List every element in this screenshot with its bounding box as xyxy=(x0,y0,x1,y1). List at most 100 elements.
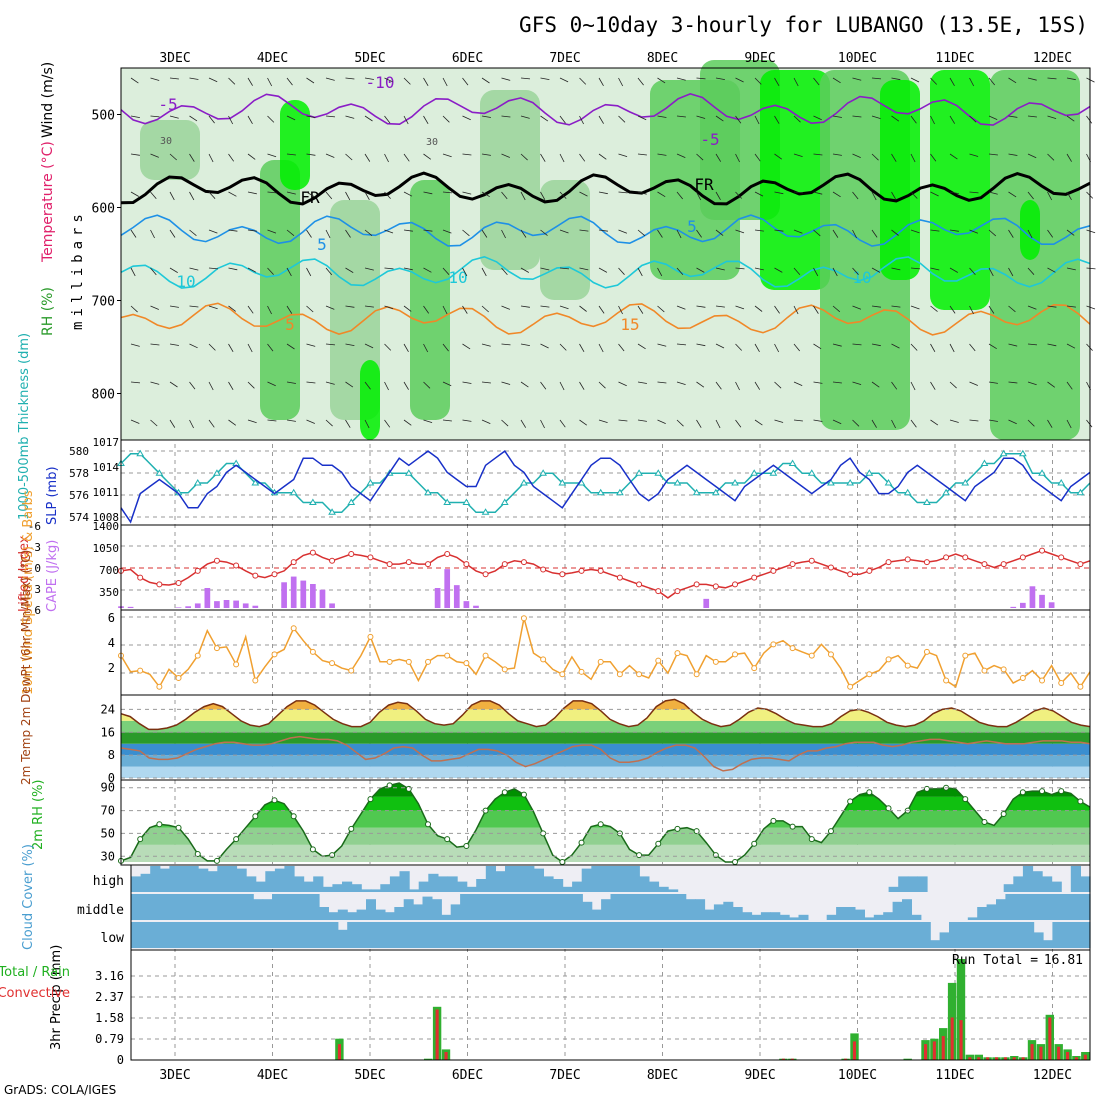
wind-barb xyxy=(910,77,920,83)
convective-bar xyxy=(941,1036,945,1060)
cloud-cell xyxy=(225,922,235,948)
cloud-cell xyxy=(807,922,818,948)
cloud-cell xyxy=(732,907,743,920)
temp2m-label: 2m Temp 2m DewPt (6hr Min/Max) (°C) xyxy=(19,550,33,785)
cloud-cell xyxy=(281,922,292,948)
precip-convective-label: Convective xyxy=(0,986,70,1001)
cloud-cell xyxy=(713,922,724,948)
wind-barb xyxy=(267,77,273,87)
data-point xyxy=(962,554,969,561)
wind-barb xyxy=(462,381,472,384)
wind-barb xyxy=(423,115,429,125)
wind-barb xyxy=(891,153,897,162)
data-point xyxy=(693,828,700,835)
temp-band xyxy=(121,732,1090,744)
cloud-cell xyxy=(497,922,508,948)
wind-barb xyxy=(403,153,410,162)
date-label-top: 6DEC xyxy=(452,51,483,66)
wind-barb xyxy=(1047,153,1055,161)
wind-barb xyxy=(1008,191,1017,198)
cloud-cell xyxy=(196,894,207,920)
data-point xyxy=(289,488,298,496)
rh-moist-patch xyxy=(760,70,830,290)
cape-bar xyxy=(473,605,479,608)
wind-barb xyxy=(1066,343,1076,349)
wind-barb xyxy=(462,343,471,350)
cloud-cell xyxy=(533,868,544,892)
cloud-cell xyxy=(1032,871,1043,892)
wind-barb xyxy=(774,153,783,160)
wind-barb xyxy=(676,77,686,81)
cloud-cell xyxy=(888,886,899,892)
left-tick-label: -3 xyxy=(28,541,41,554)
y-tick-label: 70 xyxy=(101,804,115,818)
convective-bar xyxy=(959,1020,963,1060)
wind-barb xyxy=(325,267,333,276)
data-point xyxy=(348,551,355,557)
contour-label: 15 xyxy=(620,315,639,334)
right-tick-label: 1008 xyxy=(93,511,120,524)
data-point xyxy=(903,488,912,496)
wind-barb xyxy=(403,343,409,352)
date-label-top: 11DEC xyxy=(935,51,974,66)
panel7-labels: Cloud Cover (%) xyxy=(21,844,36,950)
cloud-cell xyxy=(418,881,429,892)
date-label-bottom: 6DEC xyxy=(452,1068,483,1083)
data-point xyxy=(463,843,470,849)
wind-barb xyxy=(462,305,468,314)
rh-moist-patch xyxy=(480,90,540,270)
cloud-cell xyxy=(1061,894,1072,920)
wind-barb xyxy=(852,115,862,118)
wind-barb xyxy=(559,305,569,310)
wind-barb xyxy=(364,419,370,429)
cape-bar xyxy=(214,601,220,608)
wind-barb xyxy=(501,191,508,200)
wind-barb xyxy=(1008,229,1014,238)
cloud-cell xyxy=(732,922,743,948)
cloud-cell xyxy=(413,904,424,920)
data-point xyxy=(425,658,432,665)
wind-barb xyxy=(286,115,296,121)
data-point xyxy=(923,498,931,505)
cloud-cell xyxy=(450,922,461,948)
wind-barb xyxy=(930,381,936,390)
wind-barb xyxy=(247,343,253,353)
wind-barb xyxy=(696,191,702,201)
cloud-cell xyxy=(554,894,565,920)
wind-barb xyxy=(657,419,666,424)
panel4-labels: 10m Wind Speed (m/s) & Barbs xyxy=(21,490,36,695)
data-point xyxy=(999,449,1008,457)
cloud-cell xyxy=(140,922,151,948)
temp-line xyxy=(120,698,1091,731)
wind-barb xyxy=(442,343,449,352)
wind-barb xyxy=(286,77,293,86)
wind-barb xyxy=(637,305,644,314)
wind-barb xyxy=(481,267,487,277)
convective-bar xyxy=(1030,1044,1034,1060)
wind-barb xyxy=(969,305,974,315)
cloud-cell xyxy=(591,866,602,892)
cloud-cell xyxy=(356,922,367,948)
wind-barb xyxy=(871,419,877,428)
wind-barb xyxy=(247,381,255,389)
wind-barb xyxy=(949,153,958,160)
wind-barb xyxy=(247,267,257,273)
wind-barb xyxy=(130,343,140,347)
data-point xyxy=(808,557,815,564)
wind-barb xyxy=(442,115,450,123)
wind-barb xyxy=(910,419,917,428)
wind-barb xyxy=(462,229,470,237)
left-tick-label: -6 xyxy=(28,520,41,533)
wind-barb xyxy=(150,305,159,310)
cloud-cell xyxy=(666,894,677,920)
temp-band xyxy=(121,743,1090,756)
wind-label: Wind (m/s) xyxy=(40,62,56,138)
wind-barb xyxy=(423,77,429,87)
wind-barb xyxy=(715,77,725,80)
wind-barb xyxy=(247,191,257,195)
cloud-cell xyxy=(601,899,612,920)
cape-bar xyxy=(444,569,451,608)
wind-barb xyxy=(657,191,666,198)
wind-barb xyxy=(384,381,389,391)
